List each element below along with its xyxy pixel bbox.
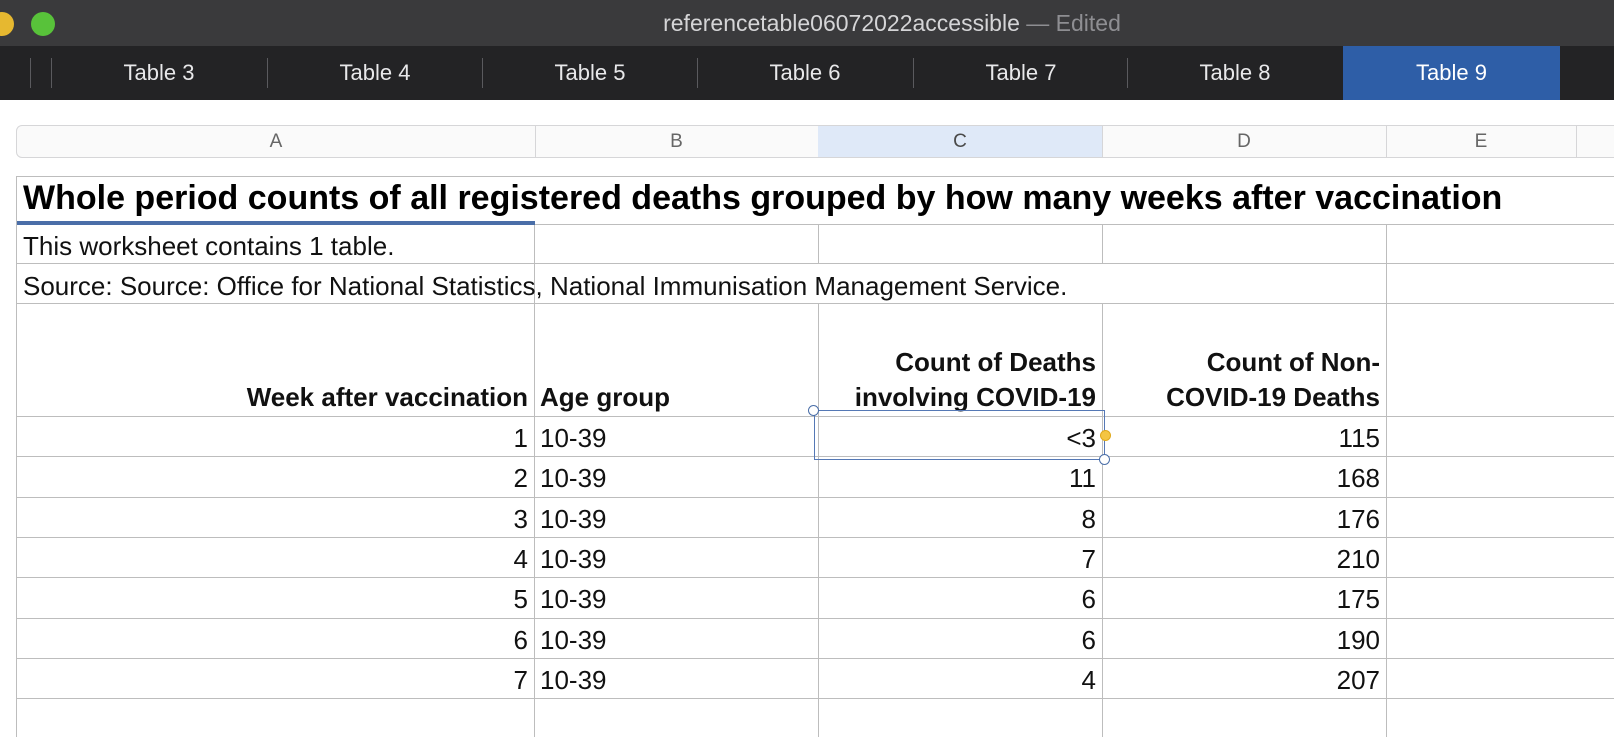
grid-line — [17, 303, 1614, 304]
grid-line — [534, 224, 535, 303]
column-header-bar: A B C D E — [16, 125, 1614, 158]
noncovid-count-cell[interactable]: 176 — [1336, 504, 1380, 534]
tab-table-3[interactable]: Table 3 — [123, 60, 195, 85]
week-cell[interactable]: 1 — [513, 423, 528, 453]
grid-line — [17, 416, 1614, 417]
age-cell[interactable]: 10-39 — [540, 584, 607, 614]
grid-line — [1102, 224, 1103, 263]
grid-line — [1386, 224, 1387, 737]
window-titlebar: referencetable06072022accessible — Edite… — [0, 0, 1614, 47]
minimize-window-button[interactable] — [0, 12, 14, 36]
grid-line — [818, 303, 819, 737]
noncovid-count-cell[interactable]: 168 — [1336, 463, 1380, 493]
tab-separator — [51, 58, 52, 88]
worksheet-note-cell[interactable]: This worksheet contains 1 table. — [23, 231, 395, 261]
covid-count-cell[interactable]: 6 — [1081, 584, 1096, 614]
age-cell[interactable]: 10-39 — [540, 665, 607, 695]
title-underline — [17, 221, 535, 225]
tab-table-8[interactable]: Table 8 — [1199, 60, 1271, 85]
source-cell[interactable]: Source: Source: Office for National Stat… — [23, 271, 1068, 301]
grid-line — [17, 658, 1614, 659]
column-header-a[interactable]: A — [17, 126, 536, 157]
sheet-tab-bar: Table 3 Table 4 Table 5 Table 6 Table 7 … — [0, 46, 1614, 101]
covid-count-cell[interactable]: <3 — [1066, 423, 1096, 453]
noncovid-count-cell[interactable]: 115 — [1338, 423, 1380, 453]
age-cell[interactable]: 10-39 — [540, 423, 607, 453]
covid-count-cell[interactable]: 8 — [1081, 504, 1096, 534]
grid-line — [17, 537, 1614, 538]
noncovid-count-cell[interactable]: 175 — [1336, 584, 1380, 614]
tab-separator — [1127, 58, 1128, 88]
spreadsheet-canvas: A B C D E Whole period counts of all reg… — [0, 100, 1614, 737]
table-grid: Whole period counts of all registered de… — [16, 176, 1614, 737]
noncovid-count-cell[interactable]: 190 — [1336, 625, 1380, 655]
age-cell[interactable]: 10-39 — [540, 463, 607, 493]
noncovid-count-cell[interactable]: 210 — [1336, 544, 1380, 574]
age-cell[interactable]: 10-39 — [540, 504, 607, 534]
covid-count-cell[interactable]: 6 — [1081, 625, 1096, 655]
grid-line — [17, 224, 1614, 225]
noncovid-count-cell[interactable]: 207 — [1336, 665, 1380, 695]
tab-table-4[interactable]: Table 4 — [339, 60, 411, 85]
tab-table-5[interactable]: Table 5 — [554, 60, 626, 85]
tab-table-9[interactable]: Table 9 — [1343, 46, 1560, 100]
edited-status: — Edited — [1026, 10, 1121, 36]
header-covid-deaths-line1[interactable]: Count of Deaths — [895, 347, 1096, 377]
grid-line — [1102, 303, 1103, 737]
covid-count-cell[interactable]: 11 — [1069, 463, 1096, 493]
covid-count-cell[interactable]: 7 — [1081, 544, 1096, 574]
age-cell[interactable]: 10-39 — [540, 625, 607, 655]
tab-separator — [482, 58, 483, 88]
age-cell[interactable]: 10-39 — [540, 544, 607, 574]
grid-line — [534, 303, 535, 737]
header-week-after-vaccination[interactable]: Week after vaccination — [246, 382, 528, 412]
sheet-title-cell[interactable]: Whole period counts of all registered de… — [23, 179, 1503, 217]
tab-separator — [267, 58, 268, 88]
selection-handle-top-left[interactable] — [808, 405, 819, 416]
selection-handle-bottom-right[interactable] — [1099, 454, 1110, 465]
autofill-handle[interactable] — [1100, 430, 1111, 441]
week-cell[interactable]: 6 — [513, 625, 528, 655]
week-cell[interactable]: 5 — [513, 584, 528, 614]
week-cell[interactable]: 3 — [513, 504, 528, 534]
document-name: referencetable06072022accessible — [663, 10, 1020, 36]
grid-line — [17, 577, 1614, 578]
tab-separator — [697, 58, 698, 88]
column-header-b[interactable]: B — [535, 126, 819, 157]
tab-table-6[interactable]: Table 6 — [769, 60, 841, 85]
column-header-d[interactable]: D — [1102, 126, 1387, 157]
column-header-e[interactable]: E — [1386, 126, 1577, 157]
grid-line — [17, 497, 1614, 498]
grid-line — [17, 698, 1614, 699]
grid-line — [17, 263, 1614, 264]
window-title: referencetable06072022accessible — Edite… — [0, 10, 1614, 37]
grid-line — [17, 618, 1614, 619]
grid-line — [17, 456, 1614, 457]
header-noncovid-deaths-line1[interactable]: Count of Non- — [1206, 347, 1380, 377]
week-cell[interactable]: 2 — [513, 463, 528, 493]
selected-cell-outline[interactable] — [814, 410, 1105, 460]
week-cell[interactable]: 7 — [513, 665, 528, 695]
zoom-window-button[interactable] — [31, 12, 55, 36]
header-covid-deaths-line2[interactable]: involving COVID-19 — [854, 382, 1096, 412]
tab-separator — [913, 58, 914, 88]
column-header-c[interactable]: C — [818, 126, 1103, 157]
header-age-group[interactable]: Age group — [540, 382, 670, 412]
covid-count-cell[interactable]: 4 — [1081, 665, 1096, 695]
grid-line — [818, 224, 819, 263]
header-noncovid-deaths-line2[interactable]: COVID-19 Deaths — [1166, 382, 1380, 412]
tab-separator — [30, 58, 31, 88]
week-cell[interactable]: 4 — [513, 544, 528, 574]
tab-table-7[interactable]: Table 7 — [985, 60, 1057, 85]
